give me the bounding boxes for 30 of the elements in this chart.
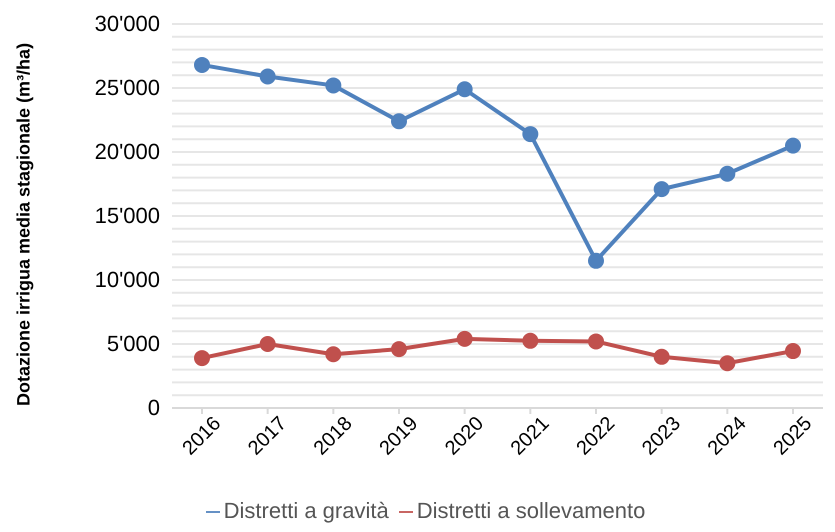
point <box>588 333 604 350</box>
point <box>456 330 473 347</box>
point <box>719 166 736 182</box>
point <box>588 252 604 269</box>
legend-label: Distretti a sollevamento <box>416 498 646 523</box>
point <box>522 332 538 349</box>
y-tick-label: 30'000 <box>94 11 160 36</box>
point <box>522 126 538 142</box>
point <box>785 343 801 360</box>
y-tick-label: 5'000 <box>106 331 160 356</box>
y-tick-label: 15'000 <box>94 203 160 228</box>
point <box>260 336 276 352</box>
point <box>391 113 407 130</box>
point <box>325 77 342 94</box>
point <box>785 138 801 154</box>
point <box>456 81 473 98</box>
point <box>194 56 210 73</box>
y-tick-label: 20'000 <box>94 139 160 164</box>
y-tick-label: 10'000 <box>94 267 160 292</box>
y-tick-label: 25'000 <box>94 75 160 100</box>
point <box>654 181 670 198</box>
legend-label: Distretti a gravità <box>224 498 389 523</box>
y-axis-title: Dotazione irrigua media stagionale (m³/ha) <box>13 42 34 406</box>
point <box>391 341 407 358</box>
y-tick-label: 0 <box>148 395 160 420</box>
point <box>719 355 736 372</box>
point <box>325 346 342 362</box>
point <box>654 348 670 365</box>
point <box>260 68 276 84</box>
point <box>194 350 210 366</box>
